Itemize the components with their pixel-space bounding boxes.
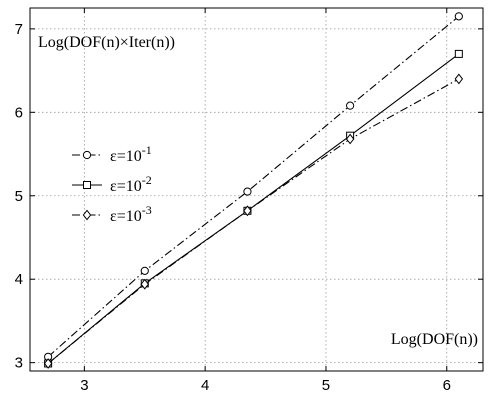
series-circle: [44, 12, 463, 361]
legend-item: ε=10-2: [72, 173, 152, 195]
x-tick-label: 5: [322, 377, 330, 394]
legend-item: ε=10-1: [72, 143, 152, 165]
legend-label: ε=10-2: [110, 173, 152, 195]
legend-marker: [83, 181, 91, 189]
series-square: [44, 49, 463, 368]
legend-label-exponent: -2: [142, 173, 152, 187]
data-point: [454, 49, 463, 58]
grid: [30, 8, 483, 371]
legend-marker: [82, 209, 92, 221]
legend-label-exponent: -1: [142, 143, 152, 157]
x-axis-label: Log(DOF(n)): [391, 331, 478, 348]
data-point: [454, 12, 463, 21]
data-point: [243, 187, 252, 196]
legend-item: ε=10-3: [72, 203, 152, 225]
legend: ε=10-1ε=10-2ε=10-3: [72, 143, 152, 225]
legend-label-base: ε=10: [110, 148, 142, 165]
y-tick-label: 3: [15, 355, 23, 372]
data-point: [454, 73, 464, 85]
legend-label-base: ε=10: [110, 178, 142, 195]
y-tick-label: 6: [15, 104, 23, 121]
series-lines: [43, 12, 464, 369]
axis-ticks: 3 4 5 6 3 4 5 6 7: [15, 8, 483, 394]
data-point: [346, 101, 355, 110]
legend-label-exponent: -3: [142, 203, 152, 217]
legend-label-base: ε=10: [110, 208, 142, 225]
series-diamond: [43, 73, 464, 369]
data-point: [140, 266, 149, 275]
plot-frame: [29, 7, 484, 372]
y-tick-label: 5: [15, 188, 23, 205]
x-tick-label: 6: [443, 377, 451, 394]
data-point: [140, 278, 149, 290]
data-point: [43, 358, 53, 369]
data-point: [345, 133, 355, 145]
legend-label: ε=10-1: [110, 143, 152, 165]
legend-label: ε=10-3: [110, 203, 152, 225]
y-tick-label: 7: [15, 21, 23, 38]
data-point: [243, 205, 252, 217]
y-tick-label: 4: [15, 271, 23, 288]
legend-marker: [82, 150, 92, 160]
x-tick-label: 3: [80, 377, 88, 394]
x-tick-label: 4: [201, 377, 209, 394]
y-axis-label: Log(DOF(n)×Iter(n)): [38, 34, 175, 51]
